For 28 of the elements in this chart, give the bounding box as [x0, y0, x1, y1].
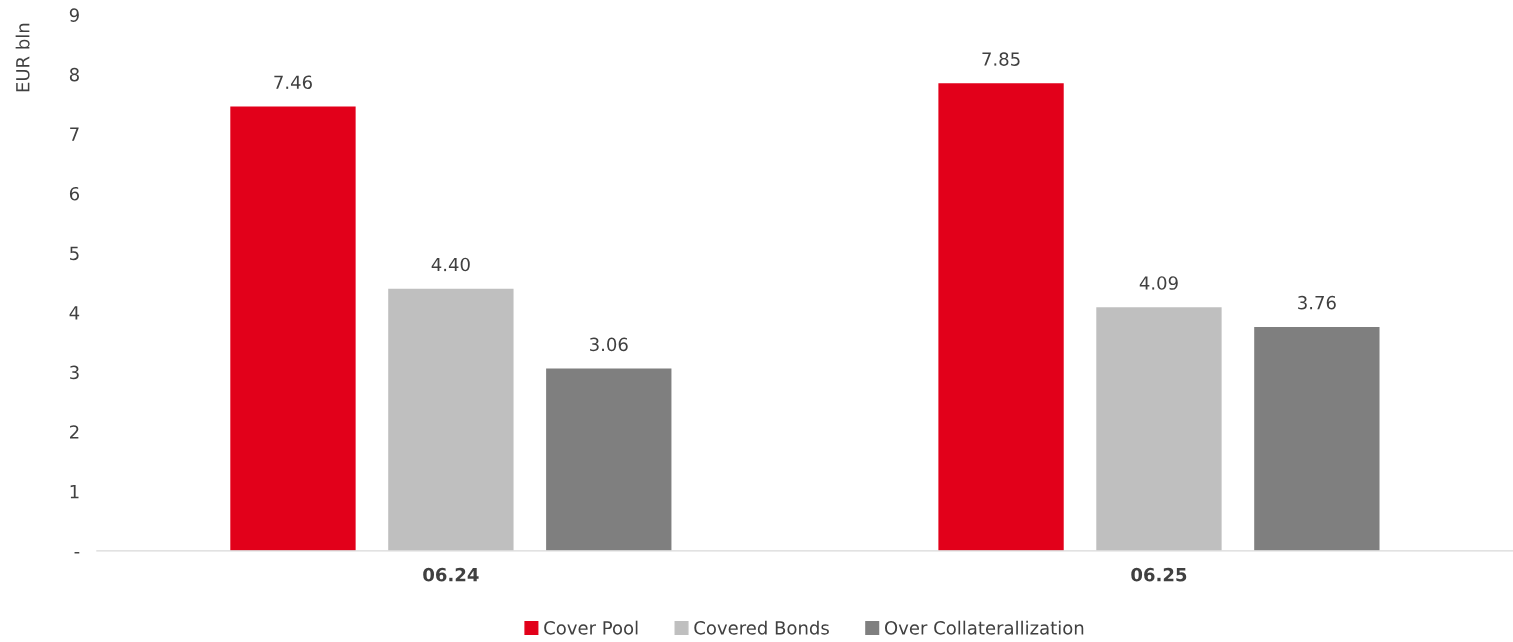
text: 7.46 [274, 75, 312, 90]
y-tick-label: 7 [70, 127, 79, 141]
x-tick-label: 06.24 [423, 567, 479, 582]
bar [1254, 326, 1380, 551]
y-tick-label: 6 [69, 186, 80, 201]
bar [230, 106, 356, 551]
bar [1096, 307, 1222, 551]
y-tick-label: 5 [70, 246, 79, 261]
x-tick-label: 06.25 [1131, 567, 1187, 582]
y-tick-label: - [74, 552, 80, 554]
y-tick-label: 1 [70, 484, 79, 499]
y-axis-title: EUR bln [15, 23, 30, 92]
y-tick-label: 4 [69, 306, 80, 320]
text: 4.40 [431, 257, 470, 272]
bar [546, 368, 672, 551]
y-tick-label: 2 [70, 425, 79, 439]
text: 3.06 [590, 337, 628, 352]
legend-label: Covered Bonds [694, 620, 829, 635]
bar [388, 288, 514, 551]
bar [938, 83, 1064, 551]
y-tick-label: 8 [69, 67, 79, 82]
legend-label: Over Collaterallization [884, 620, 1084, 635]
y-tick-label: 9 [69, 8, 79, 22]
y-tick-label: 3 [70, 365, 79, 380]
text: 7.85 [982, 52, 1020, 66]
legend-label: Cover Pool [544, 620, 638, 635]
text: 3.76 [1298, 295, 1336, 310]
text: 4.09 [1139, 276, 1178, 290]
